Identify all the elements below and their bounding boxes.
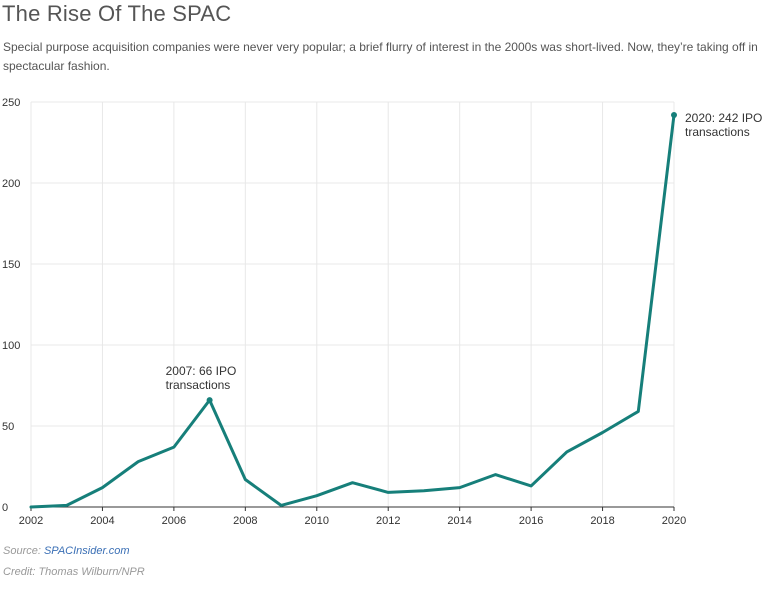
- y-tick-label: 100: [2, 340, 20, 352]
- annotation-label: 2020: 242 IPO: [685, 111, 762, 125]
- y-tick-label: 50: [2, 421, 14, 433]
- x-tick-label: 2006: [162, 515, 186, 527]
- annotation-label: 2007: 66 IPO: [166, 364, 237, 378]
- x-tick-label: 2010: [305, 515, 329, 527]
- x-tick-label: 2016: [519, 515, 543, 527]
- y-tick-label: 200: [2, 178, 20, 190]
- chart-title: The Rise Of The SPAC: [2, 1, 232, 26]
- x-tick-label: 2002: [19, 515, 43, 527]
- annotation-label: transactions: [166, 378, 231, 392]
- source-link[interactable]: SPACInsider.com: [43, 545, 130, 557]
- series-layer: [29, 113, 676, 509]
- x-tick-label: 2008: [233, 515, 257, 527]
- y-tick-label: 150: [2, 259, 20, 271]
- y-tick-label: 0: [2, 502, 8, 514]
- y-tick-label: 250: [2, 97, 20, 109]
- x-tick-label: 2020: [662, 515, 686, 527]
- annotation-point: [206, 397, 213, 404]
- x-tick-label: 2004: [90, 515, 114, 527]
- source-prefix: Source:: [3, 545, 44, 557]
- annotation-point: [671, 111, 677, 118]
- axes: 0 50 100 150 200 250 2002 2004 2006 2008 2010 2012 2…: [2, 97, 686, 527]
- annotation-label: transactions: [685, 125, 750, 139]
- chart-subtitle: Special purpose acquisition companies we…: [3, 40, 758, 73]
- gridlines: [30, 101, 675, 507]
- source-line: Source: SPACInsider.com: [3, 545, 130, 557]
- x-tick-label: 2012: [376, 515, 400, 527]
- x-tick-label: 2014: [447, 515, 471, 527]
- credit-line: Credit: Thomas Wilburn/NPR: [3, 566, 145, 578]
- x-tick-label: 2018: [590, 515, 614, 527]
- series-line: [29, 113, 676, 509]
